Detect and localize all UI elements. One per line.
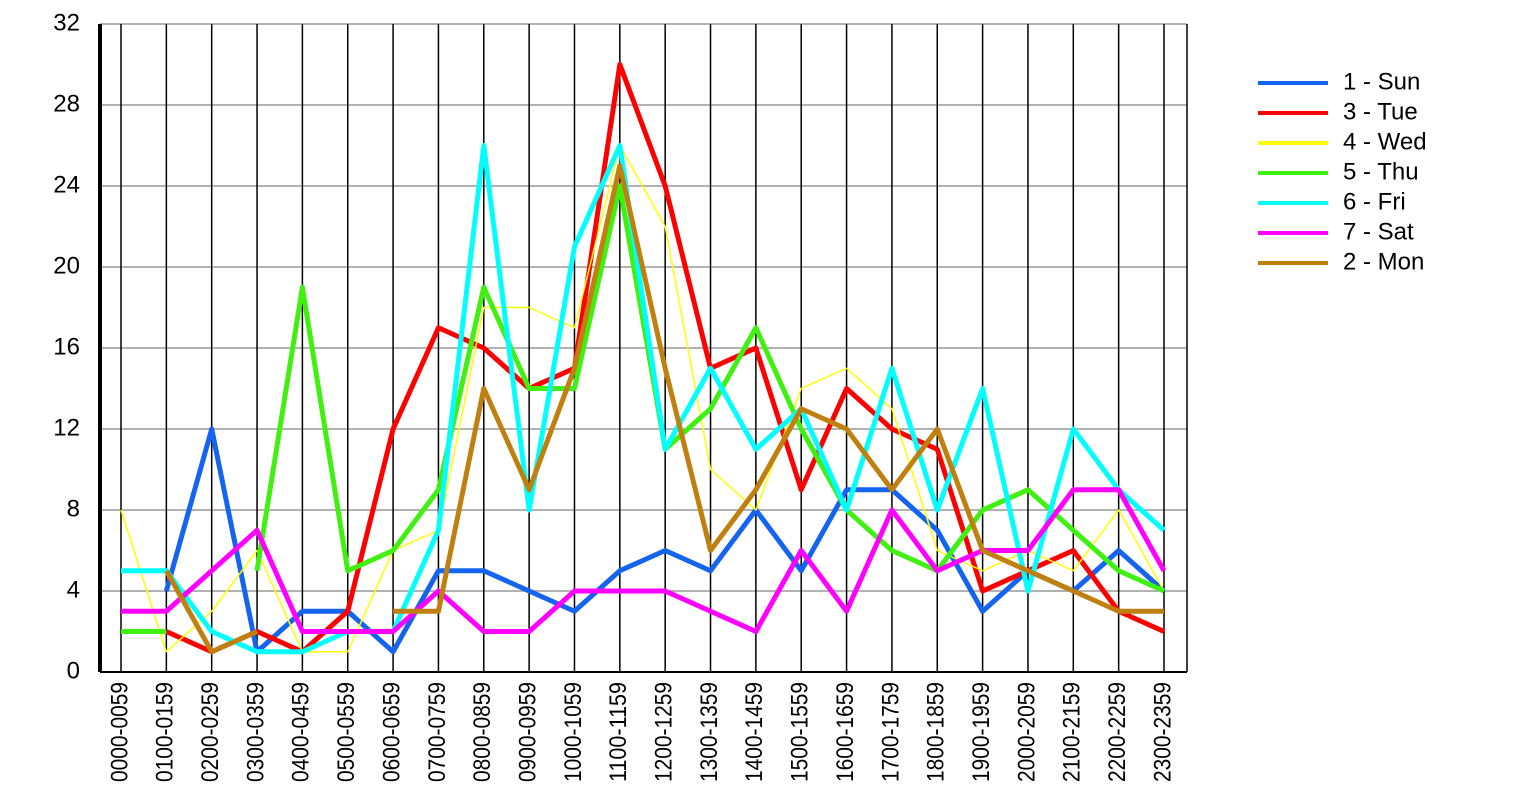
- x-tick-label: 0800-0859: [469, 682, 496, 782]
- series-line: [120, 144, 1165, 653]
- y-tick-label: 16: [53, 333, 80, 360]
- y-tick-label: 0: [67, 657, 80, 684]
- x-tick-label: 2300-2359: [1149, 682, 1176, 782]
- x-tick-label: 1300-1359: [696, 682, 723, 782]
- y-tick-label: 24: [53, 171, 80, 198]
- y-tick-label: 20: [53, 252, 80, 279]
- x-tick-label: 0600-0659: [378, 682, 405, 782]
- legend-label: 1 - Sun: [1343, 68, 1420, 95]
- x-tick-label: 0100-0159: [152, 682, 179, 782]
- legend-label: 3 - Tue: [1343, 98, 1418, 125]
- y-tick-label: 32: [53, 9, 80, 36]
- x-tick-label: 1000-1059: [560, 682, 587, 782]
- x-tick-label: 0500-0559: [333, 682, 360, 782]
- y-tick-label: 28: [53, 90, 80, 117]
- x-tick-label: 0000-0059: [106, 682, 133, 782]
- x-tick-label: 1800-1859: [923, 682, 950, 782]
- x-tick-label: 0900-0959: [514, 682, 541, 782]
- x-tick-label: 1500-1559: [787, 682, 814, 782]
- legend-label: 7 - Sat: [1343, 218, 1414, 245]
- legend-label: 6 - Fri: [1343, 188, 1406, 215]
- legend-label: 2 - Mon: [1343, 248, 1424, 275]
- x-tick-label: 2000-2059: [1013, 682, 1040, 782]
- series-line: [121, 183, 1166, 634]
- y-tick-label: 12: [53, 414, 80, 441]
- x-tick-label: 0200-0259: [197, 682, 224, 782]
- x-tick-label: 0700-0759: [424, 682, 451, 782]
- y-tick-label: 8: [67, 495, 80, 522]
- series-line: [121, 487, 1167, 634]
- series-line: [121, 143, 1166, 655]
- x-tick-label: 1400-1459: [741, 682, 768, 782]
- x-tick-label: 0300-0359: [242, 682, 269, 782]
- x-tick-label: 1200-1259: [651, 682, 678, 782]
- series-line: [165, 62, 1166, 655]
- x-tick-label: 1100-1159: [605, 682, 632, 782]
- y-tick-label: 4: [67, 576, 80, 603]
- legend-label: 5 - Thu: [1343, 158, 1419, 185]
- legend-label: 4 - Wed: [1343, 128, 1427, 155]
- x-tick-label: 2100-2159: [1059, 682, 1086, 782]
- x-tick-label: 0400-0459: [288, 682, 315, 782]
- x-tick-label: 2200-2259: [1104, 682, 1131, 782]
- x-tick-label: 1900-1959: [968, 682, 995, 782]
- series-line: [164, 163, 1164, 655]
- x-tick-label: 1700-1759: [877, 682, 904, 782]
- series-line: [163, 426, 1166, 655]
- x-tick-label: 1600-1659: [832, 682, 859, 782]
